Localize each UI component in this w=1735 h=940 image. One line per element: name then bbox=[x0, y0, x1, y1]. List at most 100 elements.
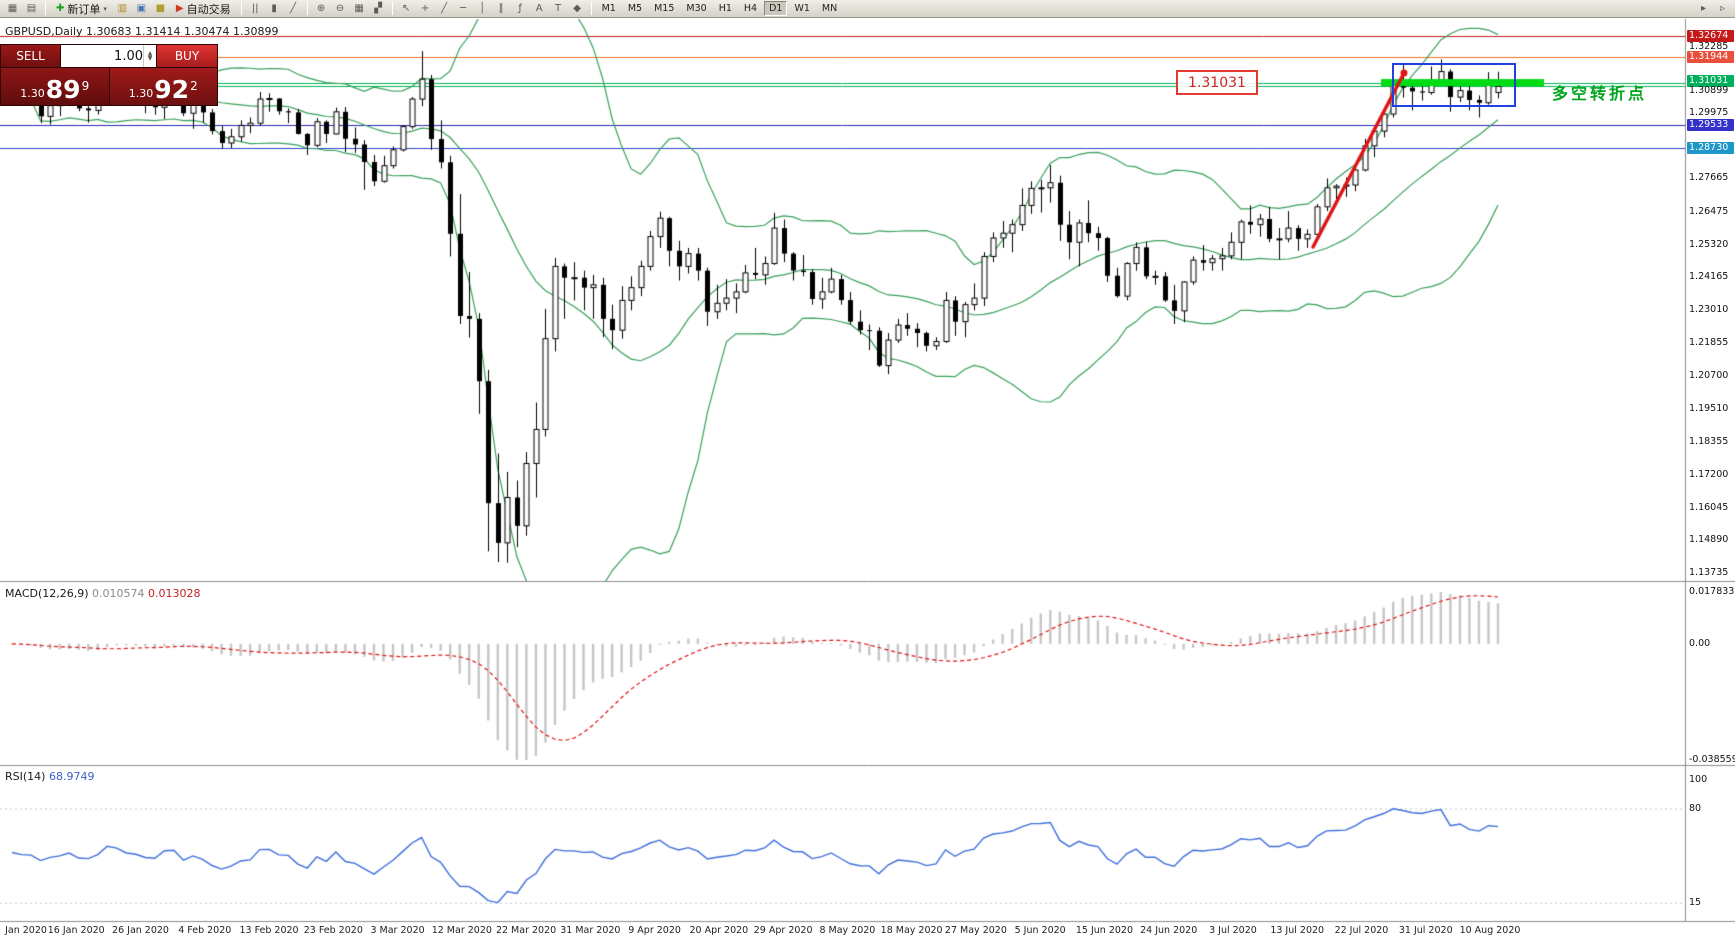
new-order-button[interactable]: ✚ 新订单 ▾ bbox=[51, 1, 112, 17]
axis-label: 1.16045 bbox=[1689, 501, 1729, 513]
sell-price[interactable]: 1.30 89 9 bbox=[1, 68, 110, 105]
date-axis-label: 31 Jul 2020 bbox=[1398, 925, 1453, 936]
date-axis-label: 24 Jun 2020 bbox=[1140, 925, 1198, 936]
date-axis-label: 23 Feb 2020 bbox=[303, 925, 363, 936]
autotrading-button-icon: ▶ bbox=[175, 3, 184, 14]
chart-shift-icon[interactable]: ▸ bbox=[1700, 2, 1707, 14]
tile-windows-icon[interactable]: ▦ bbox=[354, 2, 364, 14]
terminal-icon[interactable]: ■ bbox=[155, 2, 166, 14]
date-axis-label: 20 Apr 2020 bbox=[689, 925, 749, 936]
toolbar: ▦ ▤ ✚ 新订单 ▾ ▥ ▣ ■ ▶ 自动交易 || ▮ ╱ ⊕ ⊖ ▦ ▞ ↖ + ╱ ─ │ ∥ ƒ A T ◆ M1 M5 M15… bbox=[0, 0, 1735, 18]
timeframe-M15[interactable]: M15 bbox=[654, 3, 675, 14]
date-axis-label: 13 Feb 2020 bbox=[239, 925, 299, 936]
date-axis-label: 27 May 2020 bbox=[944, 925, 1007, 936]
axis-label: 100 bbox=[1689, 774, 1708, 785]
new-order-button-icon: ✚ bbox=[56, 3, 65, 14]
timeframe-M30[interactable]: M30 bbox=[686, 3, 707, 14]
timeframe-MN[interactable]: MN bbox=[821, 3, 838, 14]
equidistant-channel-icon[interactable]: ∥ bbox=[498, 2, 504, 14]
date-axis-label: 29 Apr 2020 bbox=[753, 925, 813, 936]
chart-profiles-icon[interactable]: ▤ bbox=[26, 2, 37, 14]
new-order-button-caret-icon: ▾ bbox=[103, 4, 107, 13]
axis-label: 1.29533 bbox=[1687, 119, 1734, 132]
arrows-icon[interactable]: ◆ bbox=[573, 2, 581, 14]
timeframe-M5[interactable]: M5 bbox=[627, 3, 643, 14]
timeframe-H1[interactable]: H1 bbox=[718, 3, 732, 14]
volume-input[interactable] bbox=[77, 48, 143, 64]
crosshair-icon[interactable]: + bbox=[420, 2, 430, 14]
autotrading-button[interactable]: ▶ 自动交易 bbox=[171, 1, 236, 17]
timeframe-H4[interactable]: H4 bbox=[743, 3, 758, 14]
autotrading-button-label: 自动交易 bbox=[186, 2, 231, 16]
macd-signal-value: 0.013028 bbox=[148, 587, 201, 600]
turning-point-label: 多空转折点 bbox=[1552, 84, 1648, 103]
axis-label: 1.32285 bbox=[1689, 41, 1729, 53]
trendline-icon[interactable]: ╱ bbox=[441, 2, 448, 14]
text-label-icon[interactable]: T bbox=[555, 2, 562, 14]
rsi-name: RSI(14) bbox=[5, 770, 46, 783]
date-axis-label: 3 Jul 2020 bbox=[1209, 925, 1257, 936]
date-axis-label: 26 Jan 2020 bbox=[112, 925, 169, 936]
axis-label: 1.21855 bbox=[1689, 336, 1729, 348]
axis-label: 80 bbox=[1689, 803, 1702, 814]
zoom-in-icon[interactable]: ⊕ bbox=[316, 2, 326, 14]
one-click-trading-panel: SELL ▲ ▼ BUY 1.30 89 9 1.30 92 2 bbox=[0, 44, 218, 106]
sell-button[interactable]: SELL bbox=[1, 45, 61, 67]
axis-label: 1.13735 bbox=[1689, 567, 1729, 579]
auto-scroll-icon[interactable]: ▹ bbox=[1719, 2, 1726, 14]
axis-label: 1.25320 bbox=[1689, 238, 1729, 250]
date-axis-label: 8 May 2020 bbox=[819, 925, 876, 936]
buy-button[interactable]: BUY bbox=[157, 45, 217, 67]
trade-panel-prices: 1.30 89 9 1.30 92 2 bbox=[1, 68, 217, 105]
fibonacci-icon[interactable]: ƒ bbox=[518, 2, 522, 14]
toolbar-separator bbox=[306, 2, 308, 15]
date-axis-label: 22 Jul 2020 bbox=[1334, 925, 1389, 936]
macd-name: MACD(12,26,9) bbox=[5, 587, 89, 600]
new-chart-icon[interactable]: ▦ bbox=[7, 2, 18, 14]
text-icon[interactable]: A bbox=[535, 2, 543, 14]
spinner-down-icon[interactable]: ▼ bbox=[147, 55, 153, 62]
horizontal-line-icon[interactable]: ─ bbox=[460, 2, 467, 14]
axis-label: 1.27665 bbox=[1689, 172, 1729, 184]
timeframe-W1[interactable]: W1 bbox=[794, 3, 810, 14]
date-axis-label: 16 Jan 2020 bbox=[47, 925, 105, 936]
sell-price-prefix: 1.30 bbox=[20, 87, 45, 100]
bar-chart-icon[interactable]: || bbox=[251, 2, 259, 14]
data-window-icon[interactable]: ▣ bbox=[136, 2, 147, 14]
axis-label: 1.32674 bbox=[1687, 30, 1734, 42]
candlestick-chart-icon[interactable]: ▮ bbox=[271, 2, 277, 14]
axis-label: -0.038559 bbox=[1689, 754, 1735, 765]
buy-price-sup: 2 bbox=[190, 79, 198, 93]
symbol-ohlc-label: GBPUSD,Daily 1.30683 1.31414 1.30474 1.3… bbox=[5, 25, 279, 38]
spinner-up-icon[interactable]: ▲ bbox=[147, 50, 153, 57]
toolbar-separator bbox=[240, 2, 242, 15]
buy-price-prefix: 1.30 bbox=[128, 87, 154, 100]
market-watch-icon[interactable]: ▥ bbox=[117, 2, 128, 14]
axis-label: 1.26475 bbox=[1689, 205, 1729, 217]
axis-label: 1.14890 bbox=[1689, 534, 1729, 546]
cursor-icon[interactable]: ↖ bbox=[401, 2, 411, 14]
date-axis-label: 3 Mar 2020 bbox=[370, 925, 425, 936]
date-axis-label: 18 May 2020 bbox=[880, 925, 943, 936]
rsi-value: 68.9749 bbox=[48, 770, 95, 783]
macd-indicator-label: MACD(12,26,9) 0.010574 0.013028 bbox=[5, 587, 201, 600]
zoom-out-icon[interactable]: ⊖ bbox=[335, 2, 345, 14]
date-axis-label: 10 Aug 2020 bbox=[1459, 925, 1521, 936]
timeframe-D1[interactable]: D1 bbox=[764, 1, 788, 16]
date-axis-label: 4 Feb 2020 bbox=[178, 925, 232, 936]
volume-spinner[interactable]: ▲ ▼ bbox=[143, 45, 156, 67]
line-chart-icon[interactable]: ╱ bbox=[290, 2, 297, 14]
axis-label: 1.30899 bbox=[1689, 85, 1729, 97]
toolbar-separator bbox=[590, 2, 592, 15]
trade-panel-controls: SELL ▲ ▼ BUY bbox=[1, 45, 217, 68]
buy-price-big: 92 bbox=[154, 75, 190, 104]
vertical-line-icon[interactable]: │ bbox=[479, 2, 486, 14]
date-axis-label: 31 Mar 2020 bbox=[560, 925, 621, 936]
date-axis-label: 9 Apr 2020 bbox=[628, 925, 681, 936]
toolbar-separator bbox=[45, 2, 46, 15]
timeframe-M1[interactable]: M1 bbox=[601, 3, 616, 14]
buy-price[interactable]: 1.30 92 2 bbox=[109, 68, 217, 105]
auto-arrange-icon[interactable]: ▞ bbox=[374, 2, 382, 14]
